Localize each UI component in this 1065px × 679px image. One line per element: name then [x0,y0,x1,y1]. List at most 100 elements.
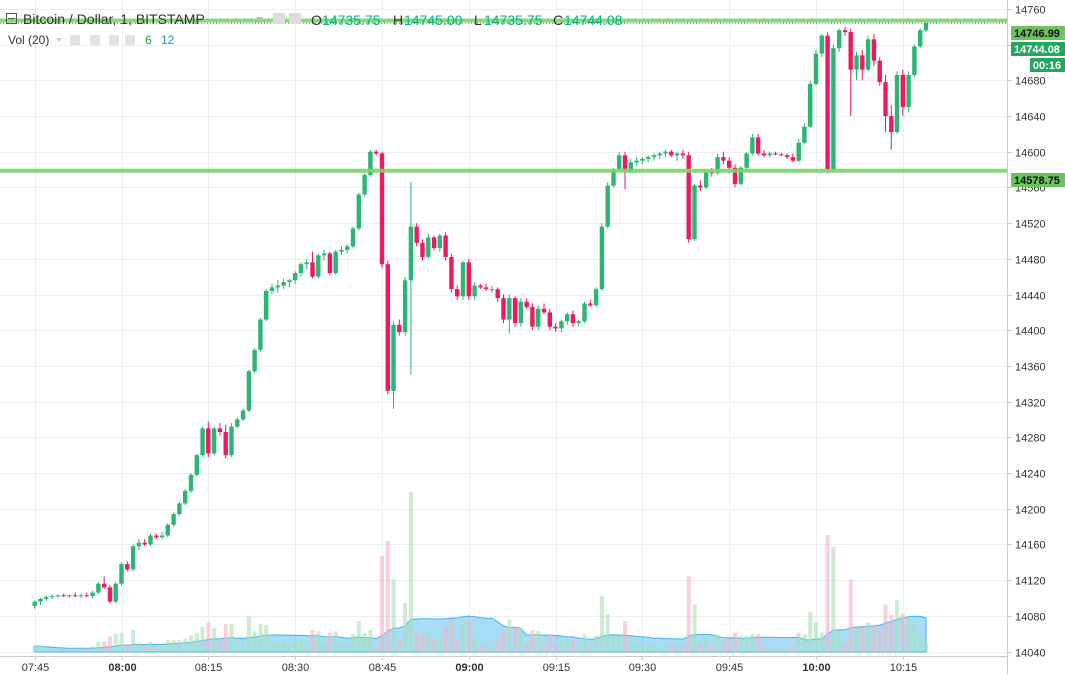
x-tick-label: 09:30 [629,662,657,674]
volume-bar [871,625,876,652]
volume-bar [183,638,188,652]
candle-body [727,160,732,168]
volume-bar [391,579,396,652]
volume-add-icon[interactable] [109,35,119,45]
candle [478,283,483,290]
candle [78,593,84,598]
candle-body [420,242,425,258]
candle [200,426,205,457]
volume-bar [316,631,321,652]
candle [669,149,674,158]
candle [813,50,819,86]
symbol-legend[interactable]: Bitcoin / Dollar, 1, BITSTAMP O 14735.75… [6,11,623,28]
open-label: O [311,12,322,28]
volume-bar [709,644,714,652]
candle-body [738,167,743,184]
volume-bar [113,634,118,652]
candle [680,149,686,159]
candle-body [501,298,506,320]
volume-bar [293,641,298,652]
candle-body [32,601,37,607]
symbol-menu-chevron-icon[interactable] [256,17,263,21]
candle [159,531,165,540]
volume-bar [507,619,512,652]
candle [871,33,877,66]
candle-body [750,137,755,154]
time-axis[interactable]: 07:45 08:00 08:15 08:30 08:45 09:00 09:15 09:30… [22,656,918,674]
horizontal-levels[interactable] [0,18,1007,173]
candle [125,561,130,572]
volume-remove-icon[interactable] [125,35,135,45]
candle-body [761,153,767,156]
candle [107,584,113,604]
volume-bar [895,600,900,652]
volume-settings-icon[interactable] [70,35,80,45]
candle-body [136,542,142,547]
candle [310,251,315,279]
candle-body [223,432,228,456]
candle [802,123,807,145]
volume-bar [160,646,165,652]
last-price-label: 14744.08 [1014,44,1060,56]
candle-body [773,153,778,155]
candle-body [460,262,466,297]
volume-bar [651,646,656,652]
candle [773,151,778,156]
candle-body [49,596,55,598]
price-axis[interactable]: 14040 14080 14120 14160 14200 14240 14280 14320… [1008,5,1046,660]
volume-bar [50,648,55,652]
volume-bar [628,640,633,652]
candle [889,105,894,150]
candle [333,249,338,275]
volume-bar [472,637,477,652]
candle-body [78,595,84,597]
x-tick-label: 09:15 [543,662,571,674]
candle-body [680,153,686,156]
volume-bar [663,646,668,652]
candle [426,233,431,259]
volume-bar [582,634,587,652]
collapse-icon[interactable] [6,13,17,24]
candle [321,249,327,261]
candle-body [159,535,165,538]
volume-format-icon[interactable] [90,35,100,45]
candle [900,69,905,116]
candle [154,533,159,540]
candle [472,282,477,300]
volume-bar [206,622,211,652]
volume-bar [761,646,766,652]
candle-body [44,597,49,599]
candle-body [565,314,570,322]
candle [460,260,466,300]
candle [918,28,923,49]
candle [582,301,587,324]
candle [779,152,784,157]
volume-legend[interactable]: Vol (20) 6 12 [8,33,175,47]
volume-bar [756,634,761,652]
candle-body [379,153,385,265]
compare-icon[interactable] [289,13,301,24]
high-value: 14745.00 [404,12,463,28]
candle [541,303,547,315]
volume-bar [484,646,489,652]
candle-body [316,255,321,277]
volume-bar [866,622,871,652]
volume-menu-chevron-icon[interactable] [56,38,62,42]
volume-bar [437,637,442,652]
candle [524,298,529,309]
candle [698,180,703,191]
volume-bar [530,629,535,652]
candle-body [831,48,836,170]
settings-icon[interactable] [273,13,285,24]
candle-body [732,167,738,184]
candle-body [426,237,431,257]
candle-body [107,587,113,602]
volume-bar [842,644,847,652]
volume-bar [84,648,89,652]
candle-body [408,226,414,281]
volume-bar [489,646,494,652]
candle [269,283,275,295]
candle [350,226,356,249]
candle [449,253,454,293]
